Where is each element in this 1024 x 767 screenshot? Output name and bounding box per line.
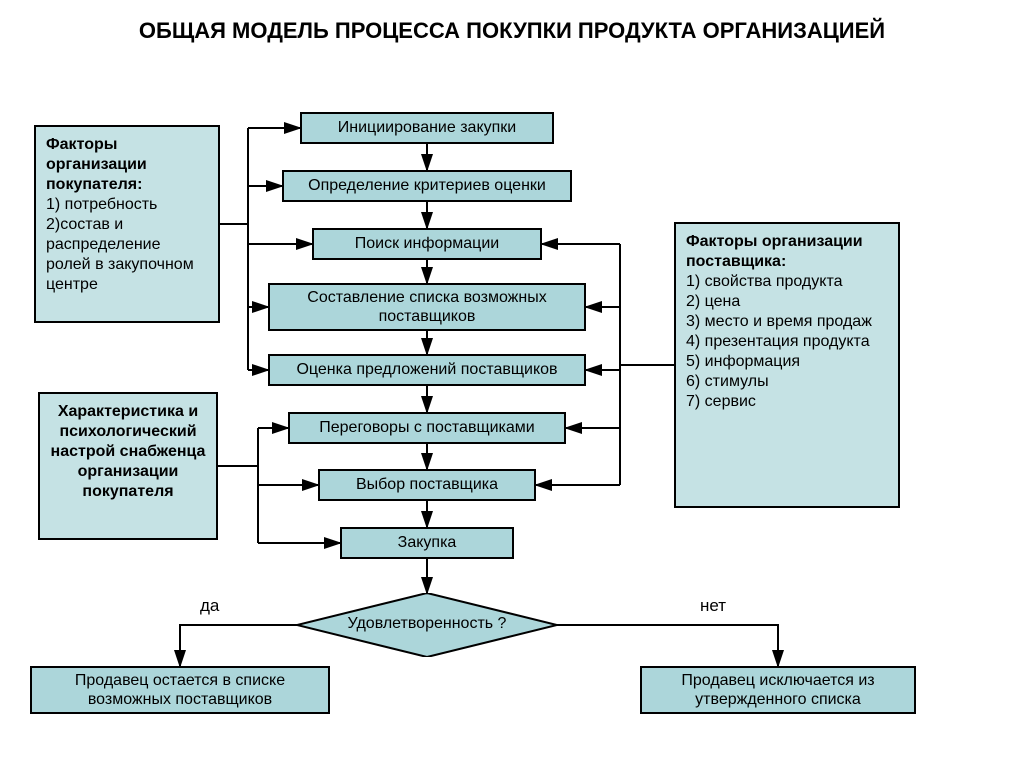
decision-yes-label: да [200, 596, 219, 616]
process-step: Выбор поставщика [318, 469, 536, 501]
process-step: Поиск информации [312, 228, 542, 260]
process-step: Составление списка возможных поставщиков [268, 283, 586, 331]
process-step: Закупка [340, 527, 514, 559]
decision-no-label: нет [700, 596, 726, 616]
outcome-box: Продавец исключается из утвержденного сп… [640, 666, 916, 714]
side-box: Факторы организации покупателя:1) потреб… [34, 125, 220, 323]
diagram-title: ОБЩАЯ МОДЕЛЬ ПРОЦЕССА ПОКУПКИ ПРОДУКТА О… [0, 18, 1024, 44]
process-step: Определение критериев оценки [282, 170, 572, 202]
side-box: Факторы организации поставщика:1) свойст… [674, 222, 900, 508]
side-box: Характеристика и психологический настрой… [38, 392, 218, 540]
process-step: Переговоры с поставщиками [288, 412, 566, 444]
outcome-box: Продавец остается в списке возможных пос… [30, 666, 330, 714]
process-step: Оценка предложений поставщиков [268, 354, 586, 386]
decision-label: Удовлетворенность ? [317, 615, 537, 633]
process-step: Инициирование закупки [300, 112, 554, 144]
